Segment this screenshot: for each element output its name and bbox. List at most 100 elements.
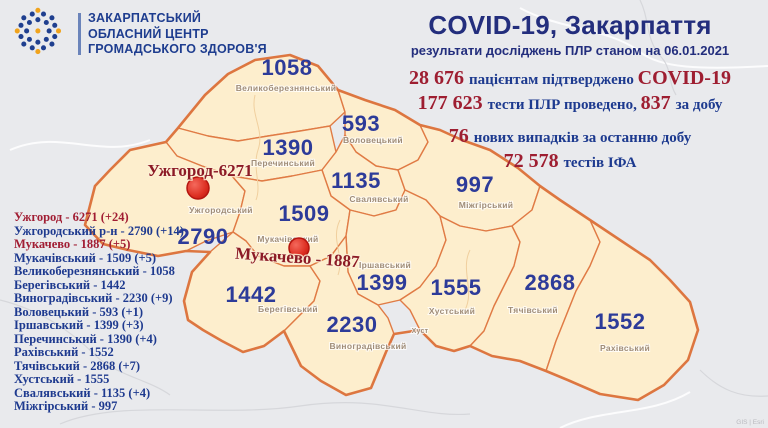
district-label: Тячівський [508,305,558,315]
brand-line-2: ОБЛАСНИЙ ЦЕНТР [88,26,209,41]
stat-line: 177 623 тести ПЛР проведено, 837 за добу [386,92,754,117]
list-item: Хустський - 1555 [14,372,110,386]
list-item: Ужгородський р-н - 2790 (+14) [14,223,184,238]
district-count: 997 [456,172,494,197]
stat-number: COVID-19 [637,67,731,89]
district-label: Іршавський [359,260,411,270]
logo-dot [14,28,20,34]
logo-dot [43,19,49,26]
logo-dot [29,45,35,51]
district-list: Ужгород - 6271 (+24) Ужгородський р-н - 2… [14,210,184,414]
logo-dot [35,39,41,45]
logo-dot [26,19,32,26]
list-item: Мукачево - 1887 (+5) [14,237,131,251]
page-title: COVID-19, Закарпаття [428,10,712,40]
logo-dot [35,7,41,13]
list-item: Іршавський - 1399 (+3) [14,318,144,332]
list-item: Свалявський - 1135 (+4) [14,385,151,400]
district-label: Воловецький [343,135,403,145]
rivers [253,94,471,311]
logo-dot [55,28,62,34]
stat-number: 76 [448,125,474,147]
logo-dot [26,36,32,42]
stat-text: за добу [675,97,723,113]
list-item: Великоберезнянський - 1058 [14,264,175,278]
district-count: 1058 [262,55,313,80]
list-item: Виноградівський - 2230 (+9) [14,291,173,305]
stat-number: 837 [640,92,676,114]
minor-place-label: Хуст [412,328,429,335]
district-count: 1442 [226,282,277,307]
list-item: Тячівський - 2868 (+7) [14,358,141,373]
stat-text: тестів ІФА [563,155,637,171]
stat-number: 177 623 [417,92,488,114]
brand-divider [78,13,81,55]
list-item: Перечинський - 1390 (+4) [14,331,157,346]
logo-dot [18,22,24,28]
logo-dot [18,34,24,40]
logo-dot [40,11,47,17]
district-label: Ужгородський [189,205,253,215]
logo-dot [40,45,47,51]
list-item: Воловецький - 593 (+1) [14,304,144,319]
logo-dot [29,11,35,17]
brand-text: ЗАКАРПАТСЬКИЙ ОБЛАСНИЙ ЦЕНТР ГРОМАДСЬКОГО … [88,11,267,58]
district-label: Берегівський [258,304,318,314]
district-label: Перечинський [251,158,315,168]
district-count: 1399 [357,270,408,295]
city-marker [186,176,210,200]
list-item: Рахівський - 1552 [14,345,114,359]
city-marker [288,237,310,259]
district-count: 2790 [178,224,229,249]
district-shapes [84,54,699,401]
district-count: 1135 [331,168,381,193]
district-count: 2868 [525,270,576,295]
brand-line-3: ГРОМАДСЬКОГО ЗДОРОВ'Я [88,42,267,56]
stat-text: тести ПЛР проведено, [487,97,641,113]
list-item: Берегівський - 1442 [14,277,126,292]
stat-line: 76 нових випадків за останню добу [386,125,754,150]
page-subtitle: результати досліджень ПЛР станом на 06.0… [410,43,730,58]
region-outline [83,53,700,402]
map-attribution: GIS | Esri [736,419,764,426]
logo-dot [52,34,58,40]
district-count: 1552 [595,309,646,334]
brand-line-1: ЗАКАРПАТСЬКИЙ [88,11,202,25]
logo-dot [35,17,41,23]
logo-dot [21,15,27,21]
district-label: Міжгірський [459,200,514,210]
city-count-label: Ужгород-6271 [147,161,252,180]
logo-dot [49,15,55,21]
stat-text: нових випадків за останню добу [473,130,692,146]
header-block: COVID-19, Закарпаття результати дослідже… [386,10,754,175]
stats-block: 28 676 пацієнтам підтверджено COVID-19 17… [386,67,754,175]
logo-dot [43,36,49,42]
logo-dot [49,41,55,47]
district-label: Хустський [429,306,475,316]
stat-text: пацієнтам підтверджено [469,72,638,88]
logo-dot [46,28,52,34]
district-count: 1509 [279,201,330,226]
district-label: Свалявський [349,194,408,204]
district-label: Мукачівський [257,234,318,244]
list-item: Мукачівський - 1509 (+5) [14,250,157,265]
stat-number: 28 676 [409,67,470,89]
district-label: Великоберезнянський [236,83,337,93]
district-label: Рахівський [600,343,650,353]
logo-dot [21,41,27,47]
logo-dot [35,49,41,55]
district-count: 1555 [431,275,482,300]
district-label: Виноградівський [329,341,406,351]
district-count: 593 [342,111,380,136]
logo-dot [24,28,30,34]
list-item: Ужгород - 6271 (+24) [14,210,129,224]
stat-number: 72 578 [503,150,564,172]
logo-dot [35,28,41,34]
stat-line: 72 578 тестів ІФА [386,150,754,175]
stat-line: 28 676 пацієнтам підтверджено COVID-19 [386,67,754,92]
list-item: Міжгірський - 997 [14,399,118,413]
logo-dot [52,22,58,28]
